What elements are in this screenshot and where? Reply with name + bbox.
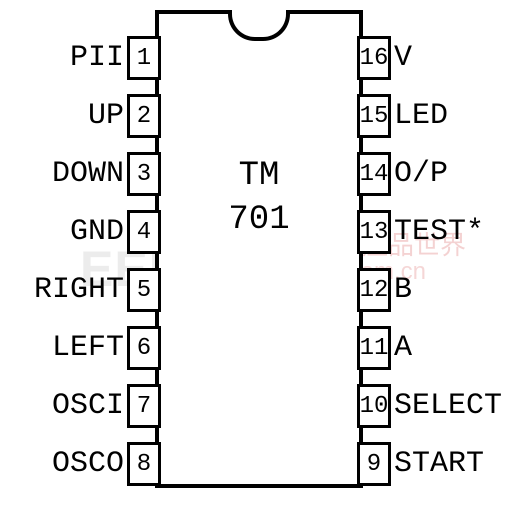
pin-label-11: A bbox=[394, 331, 412, 365]
pin-3: 3DOWN bbox=[127, 152, 161, 196]
pin-14: 14O/P bbox=[357, 152, 391, 196]
chip-label: TM 701 bbox=[228, 154, 289, 242]
pin-label-2: UP bbox=[88, 99, 124, 133]
pin-5: 5RIGHT bbox=[127, 268, 161, 312]
pin-7: 7OSCI bbox=[127, 384, 161, 428]
pin-label-14: O/P bbox=[394, 157, 448, 191]
pin-label-10: SELECT bbox=[394, 389, 502, 423]
pin-15: 15LED bbox=[357, 94, 391, 138]
pin-4: 4GND bbox=[127, 210, 161, 254]
pin-1: 1PII bbox=[127, 36, 161, 80]
pin-label-8: OSCO bbox=[52, 447, 124, 481]
pin-2: 2UP bbox=[127, 94, 161, 138]
pin-label-9: START bbox=[394, 447, 484, 481]
pin-6: 6LEFT bbox=[127, 326, 161, 370]
pin-label-12: B bbox=[394, 273, 412, 307]
pin-8: 8OSCO bbox=[127, 442, 161, 486]
pin-label-4: GND bbox=[70, 215, 124, 249]
pin-label-16: V bbox=[394, 41, 412, 75]
chip-notch bbox=[228, 10, 290, 41]
pin-label-7: OSCI bbox=[52, 389, 124, 423]
pin-11: 11A bbox=[357, 326, 391, 370]
chip-body: TM 701 1PII2UP3DOWN4GND5RIGHT6LEFT7OSCI8… bbox=[155, 10, 363, 488]
pin-13: 13TEST* bbox=[357, 210, 391, 254]
pin-label-1: PII bbox=[70, 41, 124, 75]
pin-label-5: RIGHT bbox=[34, 273, 124, 307]
chip-name-2: 701 bbox=[228, 198, 289, 242]
chip-name-1: TM bbox=[228, 154, 289, 198]
pin-label-3: DOWN bbox=[52, 157, 124, 191]
pin-label-6: LEFT bbox=[52, 331, 124, 365]
pin-label-13: TEST* bbox=[394, 215, 484, 249]
diagram-container: EEPW 電子產品世界 .com.cn TM 701 1PII2UP3DOWN4… bbox=[0, 0, 514, 524]
pin-16: 16V bbox=[357, 36, 391, 80]
pin-12: 12B bbox=[357, 268, 391, 312]
pin-10: 10SELECT bbox=[357, 384, 391, 428]
pin-9: 9START bbox=[357, 442, 391, 486]
pin-label-15: LED bbox=[394, 99, 448, 133]
